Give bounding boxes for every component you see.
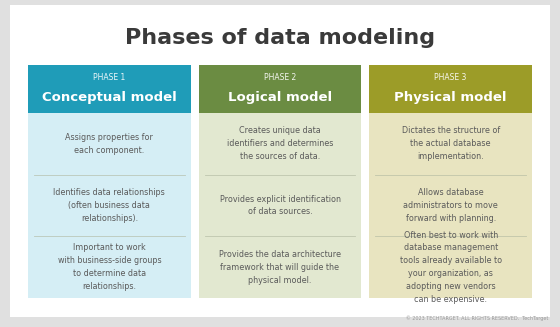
Bar: [199, 65, 361, 113]
Text: Logical model: Logical model: [228, 91, 332, 104]
Text: Conceptual model: Conceptual model: [42, 91, 177, 104]
Text: PHASE 3: PHASE 3: [435, 73, 467, 81]
Text: Assigns properties for
each component.: Assigns properties for each component.: [66, 133, 153, 155]
Text: © 2023 TECHTARGET. ALL RIGHTS RESERVED.  TechTarget: © 2023 TECHTARGET. ALL RIGHTS RESERVED. …: [405, 315, 548, 321]
Text: Dictates the structure of
the actual database
implementation.: Dictates the structure of the actual dat…: [402, 127, 500, 161]
Text: Important to work
with business-side groups
to determine data
relationships.: Important to work with business-side gro…: [58, 243, 161, 291]
Text: Physical model: Physical model: [394, 91, 507, 104]
Text: PHASE 1: PHASE 1: [93, 73, 125, 81]
Text: PHASE 2: PHASE 2: [264, 73, 296, 81]
Bar: [199, 113, 361, 298]
Text: Often best to work with
database management
tools already available to
your orga: Often best to work with database managem…: [400, 231, 502, 304]
Text: Provides the data architecture
framework that will guide the
physical model.: Provides the data architecture framework…: [219, 250, 341, 284]
Text: Phases of data modeling: Phases of data modeling: [125, 28, 435, 48]
Bar: [28, 65, 190, 113]
Text: Allows database
administrators to move
forward with planning.: Allows database administrators to move f…: [403, 188, 498, 223]
Bar: [370, 113, 532, 298]
Text: Provides explicit identification
of data sources.: Provides explicit identification of data…: [220, 195, 340, 216]
Bar: [28, 113, 190, 298]
Text: Identifies data relationships
(often business data
relationships).: Identifies data relationships (often bus…: [53, 188, 165, 223]
Bar: [370, 65, 532, 113]
Text: Creates unique data
identifiers and determines
the sources of data.: Creates unique data identifiers and dete…: [227, 127, 333, 161]
